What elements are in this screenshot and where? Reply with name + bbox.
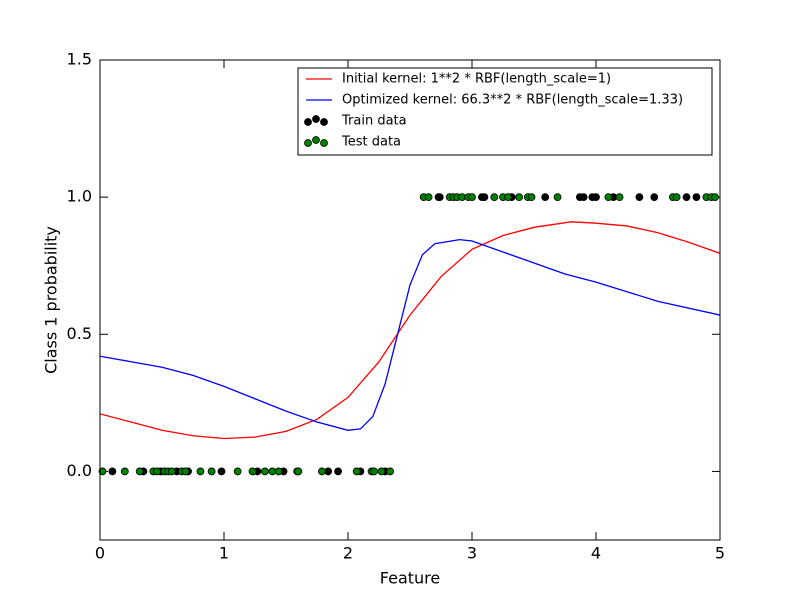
scatter-point <box>261 467 269 476</box>
legend-marker <box>304 118 312 126</box>
scatter-point <box>650 193 659 202</box>
y-tick-label: 0.0 <box>67 461 92 480</box>
x-tick-label: 2 <box>343 544 353 563</box>
scatter-point <box>504 193 512 202</box>
legend-label: Test data <box>341 135 401 150</box>
scatter-point <box>435 193 444 202</box>
scatter-point <box>579 193 588 202</box>
scatter-point <box>377 467 386 476</box>
scatter-point <box>541 193 550 202</box>
scatter-point <box>294 467 303 476</box>
scatter-point <box>153 467 161 476</box>
scatter-point <box>181 467 190 476</box>
scatter-point <box>207 467 216 476</box>
y-axis-label: Class 1 probability <box>42 226 61 374</box>
legend-marker <box>320 118 328 126</box>
scatter-point <box>635 193 644 202</box>
line <box>100 239 720 431</box>
scatter-point <box>615 193 624 202</box>
scatter-point <box>196 467 205 476</box>
scatter-point <box>480 193 489 202</box>
scatter-point <box>711 193 719 202</box>
scatter-point <box>318 467 326 476</box>
scatter-point <box>386 467 395 476</box>
x-tick-label: 4 <box>591 544 601 563</box>
y-tick-label: 1.5 <box>67 50 92 69</box>
legend-marker <box>320 139 328 147</box>
scatter-point <box>233 467 242 476</box>
legend-label: Initial kernel: 1**2 * RBF(length_scale=… <box>342 72 611 87</box>
x-axis-label: Feature <box>380 569 440 588</box>
scatter-point <box>515 193 524 202</box>
plot-frame <box>99 59 721 541</box>
scatter-point <box>468 193 476 202</box>
legend-marker <box>304 139 312 147</box>
scatter-point <box>352 467 361 476</box>
scatter-point <box>370 467 378 476</box>
scatter-point <box>120 467 129 476</box>
scatter-point <box>527 193 536 202</box>
y-tick-label: 1.0 <box>67 187 92 206</box>
scatter-point <box>98 467 107 476</box>
x-tick-label: 5 <box>715 544 725 563</box>
y-tick-label: 0.5 <box>67 324 92 343</box>
scatter-point <box>553 193 562 202</box>
legend-box <box>297 67 713 156</box>
scatter-point <box>248 467 257 476</box>
scatter-point <box>334 467 342 476</box>
legend-marker <box>312 115 320 123</box>
scatter-point <box>274 467 283 476</box>
scatter-point <box>672 193 681 202</box>
scatter-point <box>424 193 433 202</box>
scatter-point <box>108 467 117 476</box>
scatter-point <box>217 467 226 476</box>
line <box>100 221 720 440</box>
x-tick-label: 0 <box>95 544 105 563</box>
x-tick-label: 3 <box>467 544 477 563</box>
x-tick-label: 1 <box>219 544 229 563</box>
legend-marker <box>312 136 320 144</box>
scatter-point <box>135 467 144 476</box>
scatter-point <box>682 193 691 202</box>
legend-label: Train data <box>341 114 407 129</box>
scatter-point <box>592 193 600 202</box>
scatter-point <box>692 193 701 202</box>
scatter-point <box>490 193 499 202</box>
scatter-point <box>168 467 176 476</box>
scatter-point <box>604 193 613 202</box>
legend-label: Optimized kernel: 66.3**2 * RBF(length_s… <box>342 93 683 108</box>
